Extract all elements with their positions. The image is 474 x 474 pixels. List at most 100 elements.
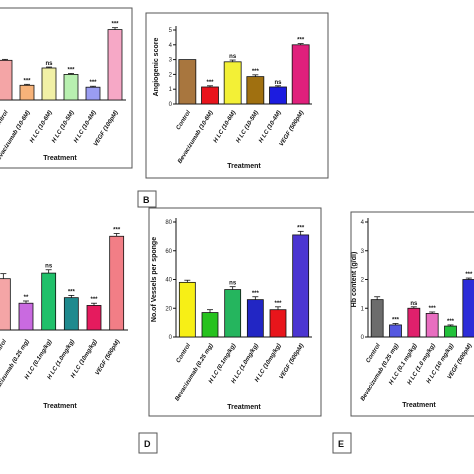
y-tick-label: 4	[169, 43, 173, 49]
bar	[462, 279, 474, 338]
significance-label: ns	[45, 264, 53, 270]
panel-a-frame	[0, 7, 133, 169]
x-tick-label: VEGF (500pM)	[279, 343, 306, 381]
significance-label: ***	[274, 301, 282, 307]
x-tick-label: VEGF (100pM)	[93, 110, 120, 148]
y-tick-label: 0	[169, 102, 173, 108]
x-tick-label: Control	[0, 339, 8, 361]
significance-label: ***	[447, 319, 455, 325]
y-tick-label: 3	[361, 249, 365, 255]
bar	[109, 235, 125, 331]
significance-label: ns	[229, 281, 237, 287]
y-tick-label: 1	[361, 306, 365, 312]
bar	[178, 59, 197, 105]
bar	[85, 86, 101, 101]
x-tick-label: VEGF (500pM)	[95, 339, 122, 377]
significance-label: ns	[45, 61, 53, 67]
y-tick-label: 0	[361, 335, 365, 341]
x-tick-label: Control	[0, 110, 10, 132]
significance-label: ns	[410, 301, 418, 307]
bar	[291, 44, 310, 105]
significance-label: ***	[206, 80, 214, 86]
x-tick-label: Control	[176, 110, 193, 132]
panel-b-frame	[145, 12, 329, 179]
significance-label: ***	[429, 306, 437, 312]
y-tick-label: 4	[361, 220, 365, 226]
significance-label: ***	[297, 225, 305, 231]
y-tick-label: 2	[169, 72, 173, 78]
y-axis-title: No.of Vessels per sponge	[151, 237, 158, 322]
y-tick-label: 0	[169, 335, 173, 341]
significance-label: ns	[274, 80, 282, 86]
panel-b-label-box	[137, 190, 157, 208]
significance-label: ***	[67, 67, 75, 73]
y-axis-title: Hb content (g/dl)	[351, 252, 358, 308]
bar	[201, 86, 219, 105]
bar	[19, 84, 35, 101]
bar	[292, 234, 310, 338]
significance-label: ***	[252, 69, 260, 75]
panel-e-frame	[350, 211, 474, 417]
panel-e-label: E	[338, 439, 344, 449]
y-axis-title: Angiogenic score	[153, 38, 160, 97]
panel-c: Control**Bevacizumab (0.25 mg)nsH LC (0.…	[0, 227, 128, 410]
panel-a: Control***Bevacizumab (10-6M)nsH LC (10-…	[0, 7, 133, 169]
panel-d-label: D	[144, 439, 151, 449]
y-tick-label: 20	[165, 306, 172, 312]
x-axis-title: Treatment	[43, 155, 77, 162]
significance-label: ***	[23, 78, 31, 84]
bar	[0, 59, 13, 101]
y-tick-label: 40	[165, 278, 172, 284]
significance-label: ***	[111, 22, 119, 28]
bar	[63, 74, 79, 101]
x-tick-label: H LC (10-5M)	[236, 110, 261, 144]
x-tick-label: Control	[176, 343, 193, 365]
significance-label: ***	[89, 80, 97, 86]
y-tick-label: 80	[165, 220, 172, 226]
x-tick-label: H LC (10-4M)	[73, 110, 98, 144]
x-axis-title: Treatment	[227, 163, 261, 170]
significance-label: ***	[113, 227, 121, 233]
y-tick-label: 60	[165, 249, 172, 255]
significance-label: ***	[68, 289, 76, 295]
x-tick-label: VEGF (500pM)	[279, 110, 306, 148]
bar	[201, 312, 219, 338]
bar	[370, 299, 384, 338]
panel-d-frame	[148, 207, 322, 417]
significance-label: ***	[392, 317, 400, 323]
panel-e-label-box	[332, 432, 352, 454]
bar	[223, 61, 242, 105]
bar	[425, 313, 439, 338]
significance-label: **	[24, 295, 29, 301]
x-tick-label: Bevacizumab (0.25 mg)	[0, 339, 31, 398]
bar	[41, 67, 57, 101]
bar	[63, 297, 79, 331]
y-tick-label: 1	[169, 87, 173, 93]
bar	[178, 281, 196, 338]
x-tick-label: H LC (10-6M)	[29, 110, 54, 144]
x-axis-title: Treatment	[227, 404, 261, 411]
bar	[0, 278, 11, 331]
x-tick-label: H LC (10-4M)	[258, 110, 283, 144]
bar	[407, 307, 421, 338]
bar	[86, 305, 102, 331]
significance-label: ***	[465, 272, 473, 278]
bar	[389, 324, 402, 338]
y-tick-label: 2	[361, 278, 365, 284]
bar	[269, 86, 287, 105]
significance-label: ns	[229, 54, 237, 60]
bar	[41, 272, 57, 331]
x-tick-label: H LC (10-5M)	[51, 110, 76, 144]
significance-label: ***	[90, 297, 98, 303]
x-tick-label: Control	[365, 343, 382, 365]
bar	[269, 309, 287, 338]
x-axis-title: Treatment	[402, 402, 436, 409]
x-tick-label: H LC (10-6M)	[213, 110, 238, 144]
y-tick-label: 5	[169, 28, 173, 34]
significance-label: ***	[252, 291, 260, 297]
significance-label: ***	[297, 38, 305, 44]
bar	[246, 76, 265, 105]
panel-d: D 0 20 40 60 80 No.of Vessels per sponge Contr…	[138, 207, 322, 454]
